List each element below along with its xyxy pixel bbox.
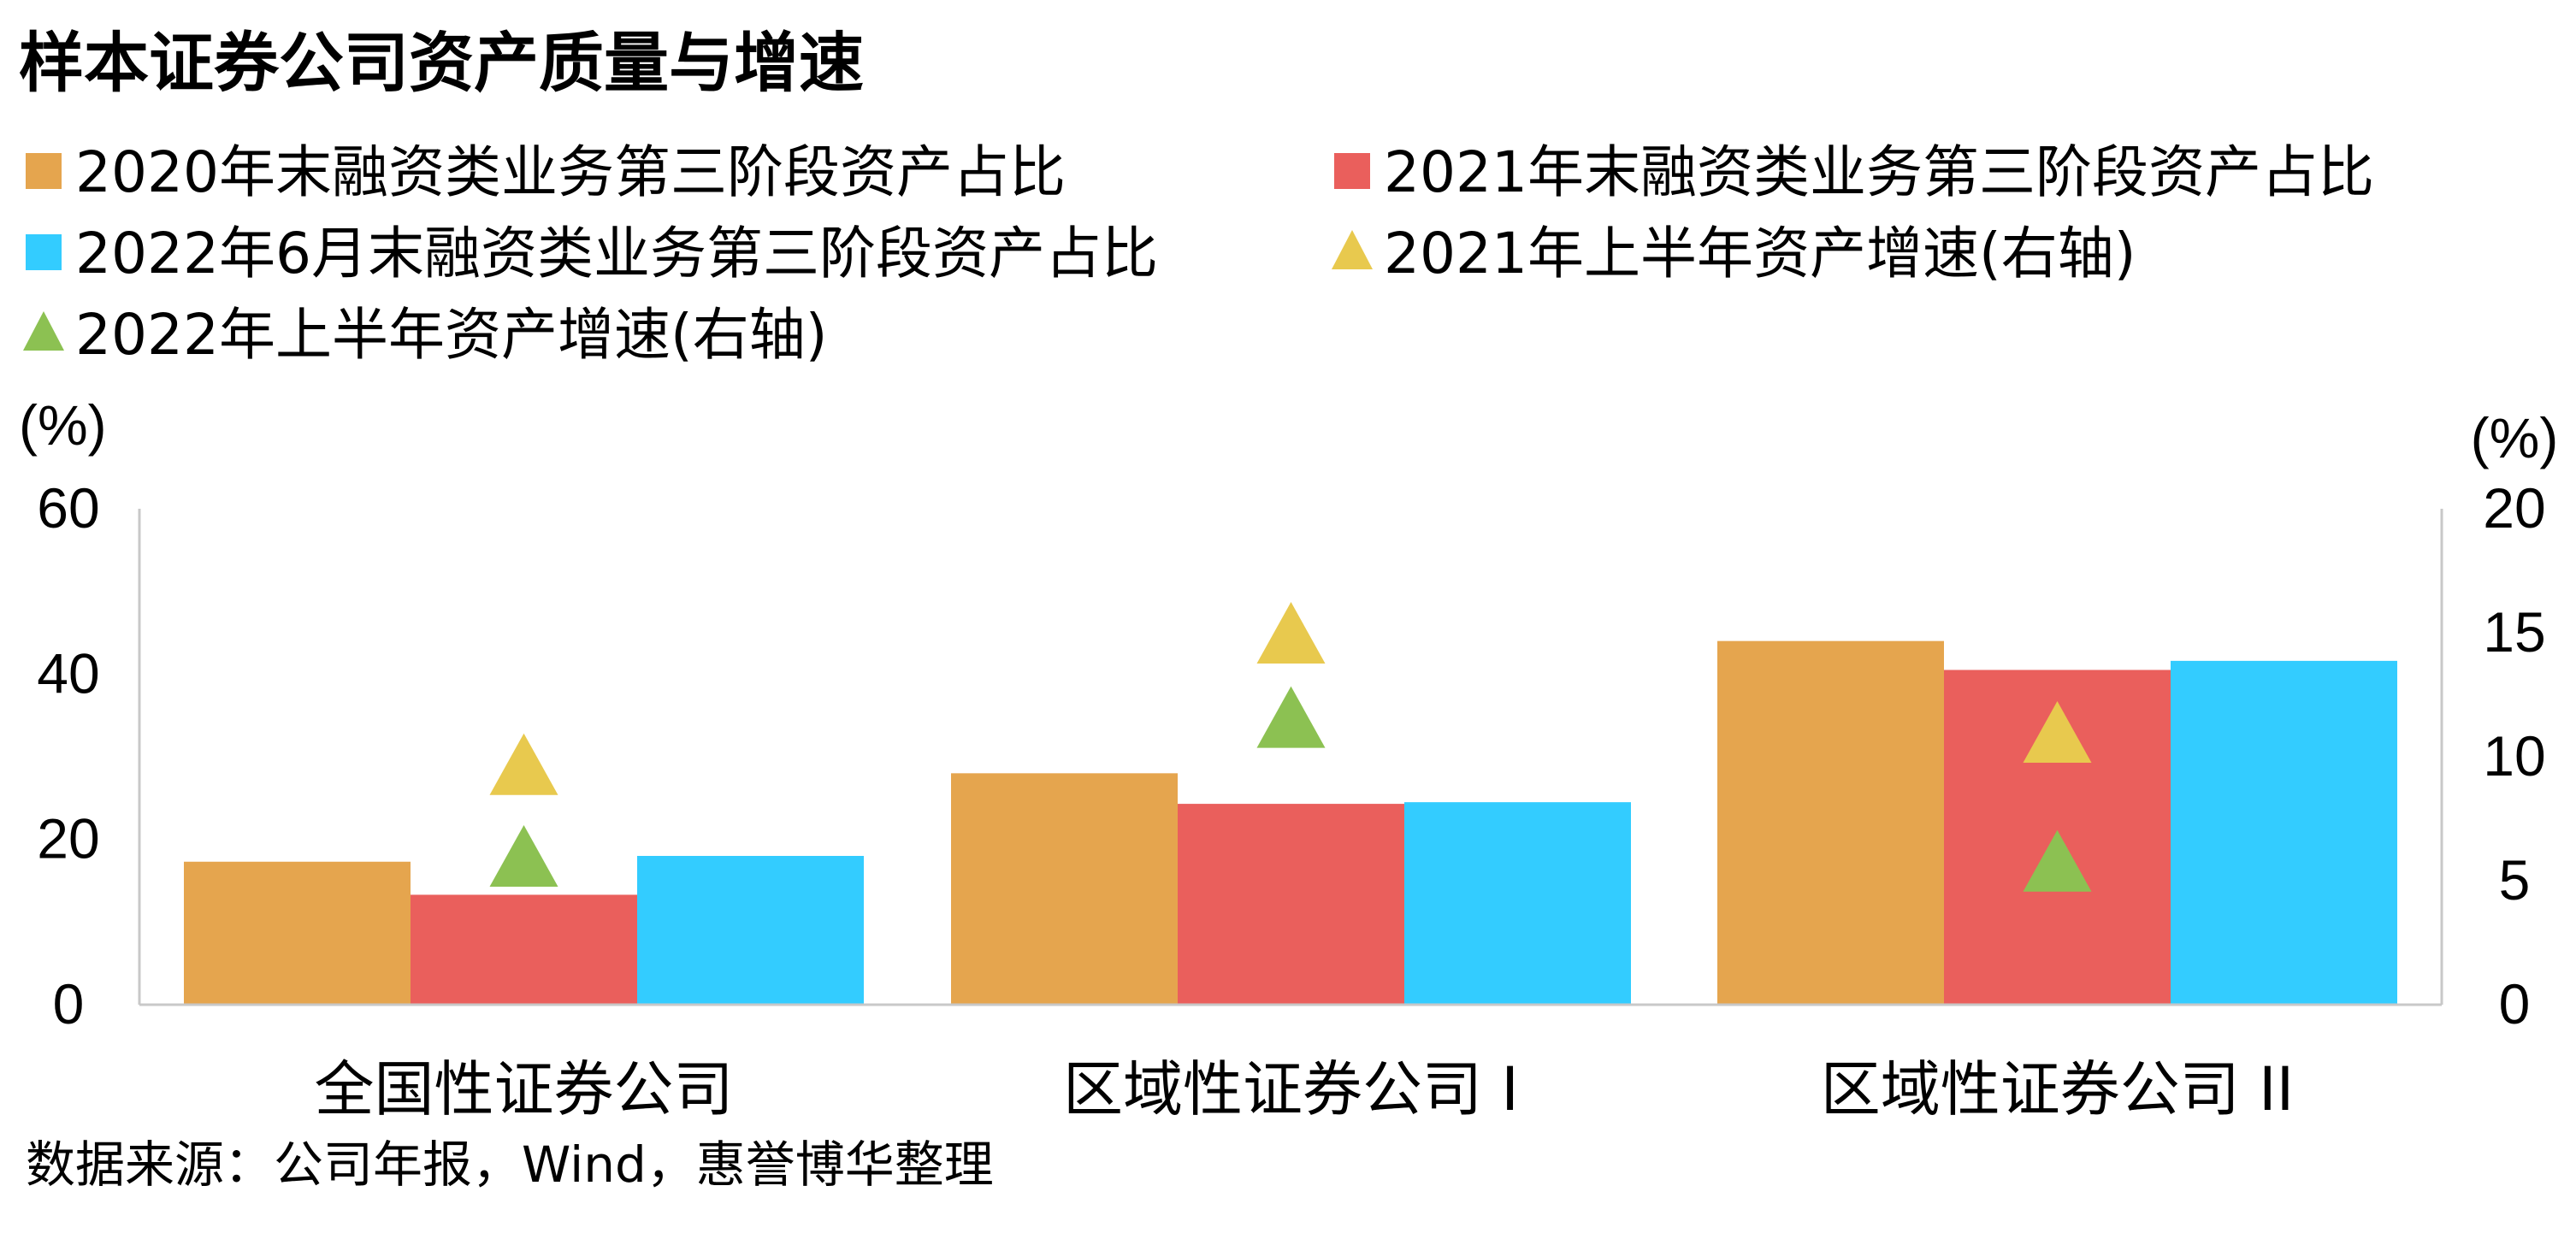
marker-2-2 [1256, 686, 1326, 748]
right-axis: 0 5 10 15 20 [2483, 476, 2545, 1035]
bar-3-1 [637, 856, 864, 1005]
source-note: 数据来源：公司年报，Wind，惠誉博华整理 [26, 1136, 994, 1194]
right-tick-label: 10 [2483, 724, 2545, 788]
legend-item-3: 2022年6月末融资类业务第三阶段资产占比 [26, 221, 1158, 286]
legend-label: 2022年6月末融资类业务第三阶段资产占比 [75, 221, 1158, 286]
legend-swatch [26, 234, 62, 270]
legend-item-4: 2021年上半年资产增速(右轴) [1332, 221, 2136, 286]
bar-3-3 [2171, 660, 2397, 1005]
right-tick-label: 15 [2483, 600, 2545, 664]
bar-2-2 [1178, 804, 1404, 1005]
legend-label: 2021年末融资类业务第三阶段资产占比 [1384, 139, 2374, 205]
bar-1-3 [1717, 640, 1944, 1005]
marker-1-1 [489, 733, 558, 795]
category-label: 全国性证券公司 [315, 1054, 734, 1124]
left-tick-label: 0 [53, 972, 85, 1035]
bars [184, 640, 2397, 1005]
legend-label: 2020年末融资类业务第三阶段资产占比 [75, 139, 1066, 205]
bar-1-2 [951, 773, 1178, 1005]
left-axis-unit: (%) [19, 393, 107, 457]
legend-swatch [26, 153, 62, 189]
left-tick-label: 40 [37, 641, 99, 705]
left-tick-label: 20 [37, 807, 99, 870]
legend-label: 2022年上半年资产增速(右轴) [75, 302, 827, 368]
marker-2-1 [489, 825, 558, 887]
bar-2-1 [411, 894, 637, 1005]
category-labels: 全国性证券公司 区域性证券公司 I 区域性证券公司 II [315, 1054, 2295, 1124]
right-tick-label: 20 [2483, 476, 2545, 540]
left-axis: 0 20 40 60 [37, 476, 99, 1035]
right-tick-label: 5 [2499, 848, 2531, 911]
legend-item-5: 2022年上半年资产增速(右轴) [23, 302, 827, 368]
left-tick-label: 60 [37, 476, 99, 540]
marker-1-3 [2023, 701, 2092, 763]
legend-swatch [1334, 153, 1370, 189]
bar-3-2 [1404, 802, 1631, 1005]
category-label: 区域性证券公司 II [1821, 1054, 2295, 1124]
legend-label: 2021年上半年资产增速(右轴) [1384, 221, 2136, 286]
right-axis-unit: (%) [2471, 406, 2559, 469]
marker-2-3 [2023, 829, 2092, 892]
legend-item-1: 2020年末融资类业务第三阶段资产占比 [26, 139, 1066, 205]
markers [489, 602, 2092, 892]
legend-swatch [23, 311, 64, 351]
category-label: 区域性证券公司 I [1063, 1054, 1519, 1124]
legend: 2020年末融资类业务第三阶段资产占比 2021年末融资类业务第三阶段资产占比 20… [23, 139, 2374, 368]
marker-1-2 [1256, 602, 1326, 664]
chart-title: 样本证券公司资产质量与增速 [19, 25, 864, 101]
legend-swatch [1332, 230, 1373, 269]
right-tick-label: 0 [2499, 972, 2531, 1035]
legend-item-2: 2021年末融资类业务第三阶段资产占比 [1334, 139, 2374, 205]
bar-1-1 [184, 861, 411, 1005]
